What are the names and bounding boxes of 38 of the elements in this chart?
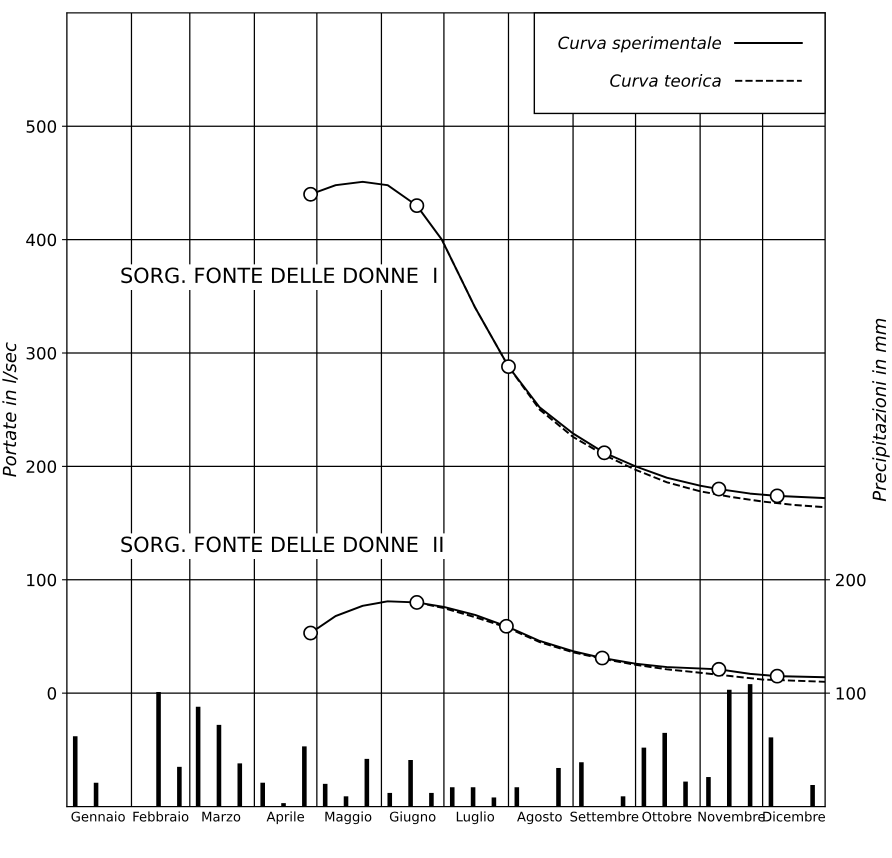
y-tick-label: 500 (26, 120, 56, 133)
y2-tick-label: 200 (836, 574, 866, 586)
y-tick-label: 400 (26, 234, 56, 246)
x-tick-label: Novembre (698, 811, 765, 822)
legend-label: Curva sperimentale (558, 36, 722, 52)
y-tick-label: 100 (27, 574, 56, 586)
point (711, 662, 726, 677)
y-tick-label: 0 (48, 687, 56, 700)
point (409, 595, 424, 610)
x-tick-label: Marzo (202, 812, 240, 822)
x-tick-label: Ottobre (642, 811, 692, 822)
point (303, 186, 318, 202)
x-tick-label: Settembre (570, 811, 638, 822)
annotation: SORG. FONTE DELLE DONNE I (121, 267, 436, 284)
point (409, 198, 424, 214)
y2-axis-title: Precipitazioni in mm (872, 318, 890, 502)
y-tick-label: 200 (26, 460, 56, 473)
y2-tick-label: 100 (836, 687, 866, 700)
y-axis-title: Portate in l/sec (2, 342, 18, 477)
y-tick-label: 300 (26, 346, 56, 360)
x-tick-label: Gennaio (71, 811, 125, 822)
point (770, 668, 785, 684)
point (498, 618, 514, 634)
x-tick-label: Giugno (390, 811, 436, 824)
point (303, 626, 318, 640)
point (711, 482, 726, 496)
x-tick-label: Maggio (325, 811, 372, 824)
x-tick-label: Febbraio (133, 811, 188, 822)
point (770, 488, 785, 504)
x-tick-label: Dicembre (763, 811, 825, 822)
x-tick-label: Agosto (517, 812, 562, 824)
point (596, 445, 612, 460)
legend-label: Curva teorica (610, 74, 721, 87)
point (501, 359, 516, 374)
annotation: SORG. FONTE DELLE DONNE II (121, 536, 442, 552)
point (594, 650, 610, 666)
x-tick-label: Luglio (456, 811, 494, 824)
x-tick-label: Aprile (266, 811, 304, 824)
